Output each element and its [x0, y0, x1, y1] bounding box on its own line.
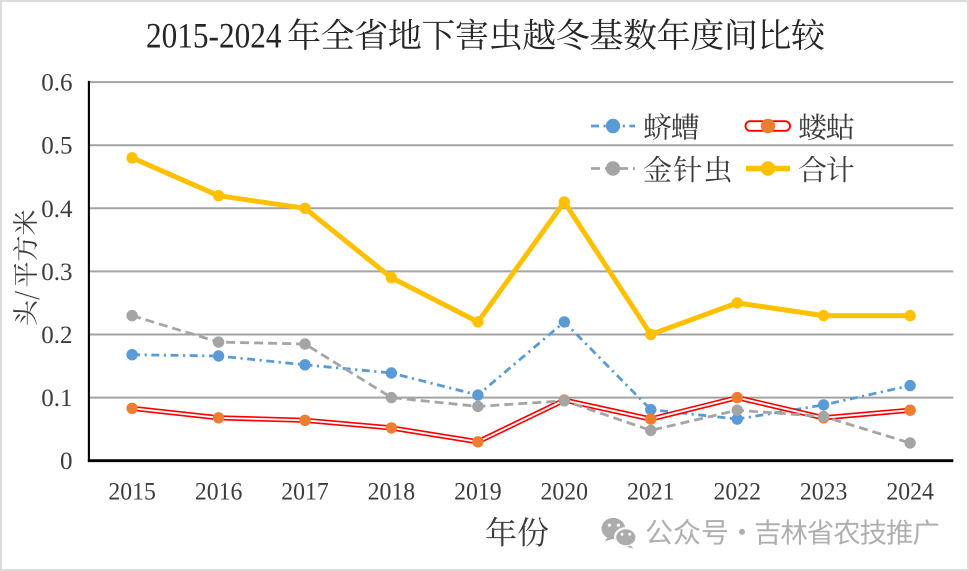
svg-text:0.1: 0.1	[41, 385, 72, 412]
svg-text:2015: 2015	[108, 479, 156, 506]
svg-text:0.4: 0.4	[41, 196, 73, 223]
svg-text:2016: 2016	[195, 479, 243, 506]
svg-text:2015-2024: 2015-2024	[146, 15, 282, 55]
svg-text:2021: 2021	[627, 479, 675, 506]
svg-text:2018: 2018	[368, 479, 416, 506]
svg-text:0.5: 0.5	[41, 133, 72, 160]
svg-text:2024: 2024	[886, 479, 934, 506]
svg-text:2022: 2022	[713, 479, 761, 506]
svg-text:2023: 2023	[800, 479, 848, 506]
svg-text:0.3: 0.3	[41, 259, 72, 286]
svg-text:2020: 2020	[541, 479, 589, 506]
svg-text:0.2: 0.2	[41, 322, 72, 349]
svg-text:2017: 2017	[281, 479, 329, 506]
svg-text:0: 0	[60, 448, 73, 475]
svg-text:0.6: 0.6	[41, 70, 72, 97]
svg-text:2019: 2019	[454, 479, 502, 506]
